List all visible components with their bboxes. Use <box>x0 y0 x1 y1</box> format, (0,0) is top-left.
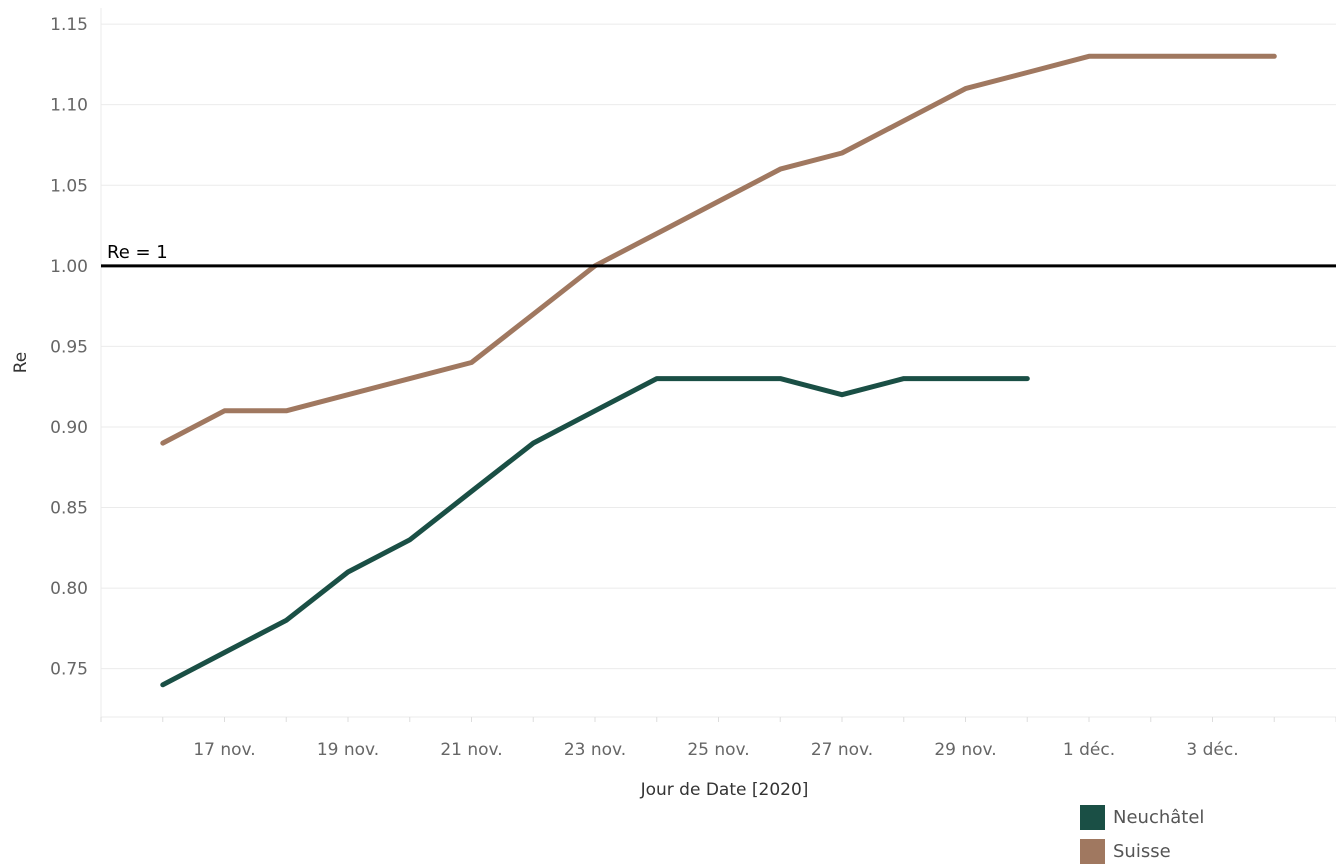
y-axis-title: Re <box>11 352 31 374</box>
x-tick-label: 29 nov. <box>934 740 996 760</box>
legend-swatch-neuchatel <box>1080 804 1105 830</box>
x-tick-label: 1 déc. <box>1063 740 1115 760</box>
series-line-suisse <box>160 53 1277 446</box>
axes <box>100 8 1336 718</box>
y-tick-label: 1.00 <box>50 257 88 277</box>
y-tick-label: 1.10 <box>50 96 88 116</box>
x-tick-label: 19 nov. <box>317 740 379 760</box>
x-tick-label: 21 nov. <box>440 740 502 760</box>
reference-line-group: Re = 1 <box>101 242 1336 268</box>
y-tick-label: 0.90 <box>50 418 88 438</box>
y-tick-label: 0.80 <box>50 579 88 599</box>
y-tick-label: 0.75 <box>50 660 88 680</box>
grid <box>101 23 1336 670</box>
y-tick-labels: 0.75 0.80 0.85 0.90 0.95 1.00 1.05 1.10 1.15 <box>50 15 88 680</box>
reference-line-label: Re = 1 <box>107 242 168 263</box>
legend-item-neuchatel[interactable]: Neuchâtel <box>1080 800 1204 834</box>
y-tick-label: 0.85 <box>50 499 88 519</box>
legend-item-suisse[interactable]: Suisse <box>1080 834 1204 868</box>
legend-swatch-suisse <box>1080 838 1105 864</box>
legend: Neuchâtel Suisse <box>1080 800 1204 868</box>
series-lines <box>160 53 1277 688</box>
legend-label-neuchatel: Neuchâtel <box>1113 806 1205 828</box>
x-tick-label: 17 nov. <box>193 740 255 760</box>
y-tick-label: 0.95 <box>50 337 88 357</box>
x-axis-title: Jour de Date [2020] <box>640 780 809 800</box>
x-tick-labels: 17 nov. 19 nov. 21 nov. 23 nov. 25 nov. 27 no… <box>100 717 1336 760</box>
x-tick-label: 25 nov. <box>687 740 749 760</box>
series-line-neuchatel <box>160 376 1030 688</box>
x-tick-label: 27 nov. <box>811 740 873 760</box>
legend-label-suisse: Suisse <box>1113 840 1171 862</box>
y-tick-label: 1.15 <box>50 15 88 35</box>
x-tick-label: 3 déc. <box>1186 740 1238 760</box>
y-tick-label: 1.05 <box>50 176 88 196</box>
x-tick-label: 23 nov. <box>564 740 626 760</box>
